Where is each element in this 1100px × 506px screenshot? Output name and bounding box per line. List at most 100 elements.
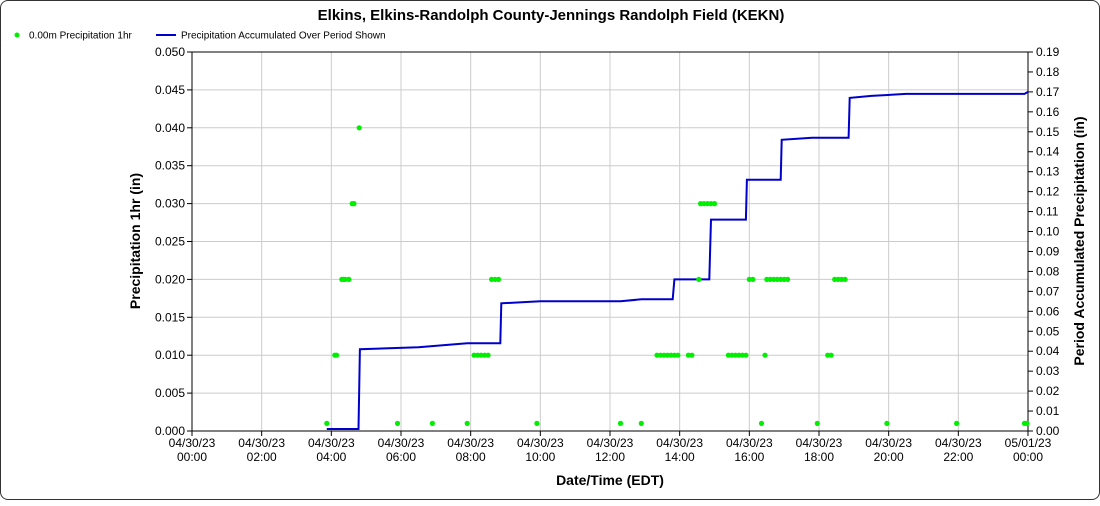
y-tick-label: 0.005	[155, 386, 185, 400]
y-tick-label: 0.035	[155, 159, 185, 173]
x-tick-date: 04/30/23	[169, 436, 216, 450]
precip-1hr-point	[828, 352, 834, 358]
precip-1hr-point	[324, 420, 330, 426]
precip-1hr-point	[617, 420, 624, 426]
y2-axis-label: Period Accumulated Precipitation (in)	[1071, 116, 1087, 365]
y2-tick-label: 0.05	[1036, 324, 1060, 338]
y2-tick-label: 0.15	[1036, 125, 1060, 139]
y-tick-label: 0.040	[155, 121, 185, 135]
chart-marks	[324, 91, 1030, 430]
y2-tick-label: 0.02	[1036, 384, 1060, 398]
legend: 0.00m Precipitation 1hr Precipitation Ac…	[14, 31, 386, 42]
precip-1hr-point	[1024, 420, 1030, 426]
y2-tick-label: 0.09	[1036, 244, 1060, 258]
legend-label-precip-1hr: 0.00m Precipitation 1hr	[29, 31, 133, 42]
chart-title: Elkins, Elkins-Randolph County-Jennings …	[318, 7, 785, 24]
x-tick-date: 04/30/23	[308, 436, 355, 450]
x-tick-time: 10:00	[525, 450, 555, 464]
precip-1hr-point	[351, 201, 357, 207]
y-tick-label: 0.010	[155, 348, 185, 362]
x-tick-time: 06:00	[386, 450, 416, 464]
x-axis-ticks: 04/30/2300:0004/30/2302:0004/30/2304:000…	[169, 431, 1052, 464]
y2-tick-label: 0.03	[1036, 364, 1060, 378]
y2-tick-label: 0.01	[1036, 404, 1060, 418]
precip-1hr-point	[842, 276, 848, 282]
precip-1hr-point	[495, 276, 502, 282]
y-tick-label: 0.045	[155, 83, 185, 97]
x-tick-time: 20:00	[874, 450, 904, 464]
x-axis-label: Date/Time (EDT)	[556, 472, 664, 488]
precip-1hr-point	[758, 420, 765, 426]
precip-1hr-point	[884, 420, 890, 426]
x-tick-date: 04/30/23	[447, 436, 494, 450]
x-tick-time: 18:00	[804, 450, 834, 464]
y2-tick-label: 0.08	[1036, 264, 1060, 278]
x-tick-time: 16:00	[734, 450, 764, 464]
y2-tick-label: 0.06	[1036, 304, 1060, 318]
x-tick-time: 12:00	[595, 450, 625, 464]
precip-1hr-point	[346, 276, 352, 282]
precip-1hr-point	[485, 352, 491, 358]
y2-tick-label: 0.13	[1036, 165, 1060, 179]
precip-1hr-point	[743, 352, 749, 358]
x-tick-date: 04/30/23	[796, 436, 843, 450]
y2-tick-label: 0.04	[1036, 344, 1060, 358]
x-tick-time: 22:00	[943, 450, 973, 464]
y2-tick-label: 0.12	[1036, 185, 1060, 199]
y2-tick-label: 0.16	[1036, 105, 1060, 119]
x-tick-date: 04/30/23	[517, 436, 564, 450]
x-tick-date: 04/30/23	[865, 436, 912, 450]
x-tick-date: 05/01/23	[1005, 436, 1052, 450]
y2-axis-ticks: 0.00 0.01 0.02 0.03 0.04 0.05 0.06 0.07 0.08 0.09…	[1028, 45, 1060, 438]
y-tick-label: 0.000	[155, 424, 185, 438]
grid	[191, 51, 1029, 432]
precip-1hr-point	[675, 352, 681, 358]
precip-1hr-point	[638, 420, 644, 426]
x-tick-date: 04/30/23	[238, 436, 285, 450]
precip-1hr-point	[814, 420, 820, 426]
x-tick-date: 04/30/23	[378, 436, 425, 450]
y2-tick-label: 0.00	[1036, 424, 1060, 438]
y2-tick-label: 0.10	[1036, 225, 1060, 239]
y-tick-label: 0.025	[155, 235, 185, 249]
legend-marker-precip-1hr	[14, 32, 20, 38]
precip-1hr-point	[334, 352, 340, 358]
y-tick-label: 0.015	[155, 310, 185, 324]
x-tick-date: 04/30/23	[587, 436, 634, 450]
x-tick-date: 04/30/23	[726, 436, 773, 450]
y-axis-ticks: 0.000 0.005 0.010 0.015 0.020 0.025 0.030 0.035…	[155, 45, 192, 438]
legend-label-accumulated: Precipitation Accumulated Over Period Sh…	[181, 31, 386, 42]
precip-1hr-point	[534, 420, 540, 426]
accumulated-precip-line	[326, 91, 1029, 430]
precip-1hr-point	[394, 420, 401, 426]
precip-1hr-point	[689, 352, 695, 358]
precip-1hr-point	[762, 352, 768, 358]
x-tick-time: 02:00	[247, 450, 277, 464]
precip-1hr-point	[429, 420, 435, 426]
y-tick-label: 0.030	[155, 197, 185, 211]
x-tick-date: 04/30/23	[656, 436, 703, 450]
y-axis-label: Precipitation 1hr (in)	[127, 173, 143, 309]
x-tick-time: 08:00	[456, 450, 486, 464]
y2-tick-label: 0.11	[1036, 205, 1059, 219]
x-tick-time: 04:00	[316, 450, 346, 464]
x-tick-time: 00:00	[177, 450, 207, 464]
precip-1hr-point	[954, 420, 960, 426]
y2-tick-label: 0.07	[1036, 284, 1060, 298]
y2-tick-label: 0.18	[1036, 65, 1060, 79]
y2-tick-label: 0.14	[1036, 145, 1060, 159]
precip-1hr-point	[785, 276, 791, 282]
x-tick-time: 00:00	[1013, 450, 1043, 464]
y2-tick-label: 0.19	[1036, 45, 1060, 59]
y-tick-label: 0.050	[155, 45, 185, 59]
precip-1hr-point	[464, 420, 470, 426]
x-tick-date: 04/30/23	[935, 436, 982, 450]
x-tick-time: 14:00	[665, 450, 695, 464]
y2-tick-label: 0.17	[1036, 85, 1060, 99]
precip-1hr-point	[750, 276, 756, 282]
y-tick-label: 0.020	[155, 272, 185, 286]
precip-1hr-point	[696, 276, 702, 282]
precip-1hr-point	[356, 125, 362, 131]
